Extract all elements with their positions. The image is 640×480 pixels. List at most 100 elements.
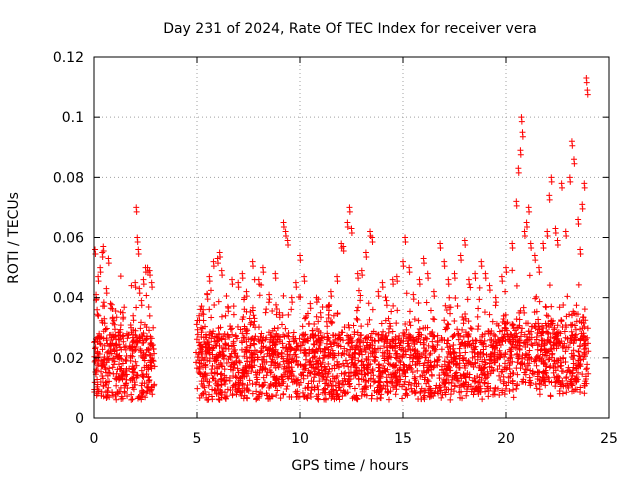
- data-point: [373, 349, 380, 356]
- scatter-series: [91, 75, 592, 403]
- data-point: [404, 346, 411, 353]
- data-point: [315, 396, 322, 403]
- data-point: [123, 352, 130, 359]
- data-point: [518, 118, 525, 125]
- data-point: [427, 307, 434, 314]
- data-point: [406, 362, 413, 369]
- data-point: [562, 358, 569, 365]
- data-point: [441, 371, 448, 378]
- data-point: [445, 281, 452, 288]
- data-point: [394, 307, 401, 314]
- data-point: [244, 358, 251, 365]
- data-point: [558, 368, 565, 375]
- data-point: [369, 342, 376, 349]
- data-point: [241, 306, 248, 313]
- data-point: [510, 394, 517, 401]
- data-point: [477, 354, 484, 361]
- data-point: [389, 343, 396, 350]
- data-point: [311, 321, 318, 328]
- data-point: [104, 349, 111, 356]
- data-point: [322, 389, 329, 396]
- data-point: [258, 348, 265, 355]
- data-point: [546, 364, 553, 371]
- data-point: [576, 353, 583, 360]
- data-point: [524, 341, 531, 348]
- data-point: [525, 351, 532, 358]
- data-point: [399, 395, 406, 402]
- data-point: [103, 395, 110, 402]
- data-point: [354, 316, 361, 323]
- data-point: [196, 395, 203, 402]
- data-point: [194, 385, 201, 392]
- data-point: [429, 338, 436, 345]
- data-point: [144, 346, 151, 353]
- data-point: [434, 359, 441, 366]
- data-point: [369, 367, 376, 374]
- y-tick-label: 0: [75, 411, 84, 427]
- data-point: [457, 394, 464, 401]
- data-point: [408, 365, 415, 372]
- data-point: [116, 329, 123, 336]
- data-point: [359, 358, 366, 365]
- data-point: [290, 329, 297, 336]
- data-point: [143, 390, 150, 397]
- data-point: [482, 375, 489, 382]
- data-point: [103, 389, 110, 396]
- data-point: [502, 311, 509, 318]
- data-point: [411, 380, 418, 387]
- data-point: [558, 381, 565, 388]
- data-point: [569, 142, 576, 149]
- data-point: [380, 362, 387, 369]
- data-point: [199, 390, 206, 397]
- data-point: [479, 333, 486, 340]
- data-point: [540, 324, 547, 331]
- data-point: [410, 296, 417, 303]
- data-point: [406, 319, 413, 326]
- data-point: [520, 304, 527, 311]
- data-point: [538, 358, 545, 365]
- data-point: [288, 359, 295, 366]
- data-point: [194, 326, 201, 333]
- data-point: [97, 378, 104, 385]
- data-point: [508, 351, 515, 358]
- data-point: [386, 342, 393, 349]
- data-point: [445, 321, 452, 328]
- data-point: [337, 387, 344, 394]
- data-point: [584, 340, 591, 347]
- data-point: [346, 376, 353, 383]
- data-point: [475, 305, 482, 312]
- data-point: [579, 314, 586, 321]
- data-point: [382, 317, 389, 324]
- data-point: [131, 364, 138, 371]
- data-point: [501, 378, 508, 385]
- data-point: [352, 345, 359, 352]
- data-point: [423, 299, 430, 306]
- data-point: [375, 293, 382, 300]
- data-point: [345, 369, 352, 376]
- data-point: [300, 331, 307, 338]
- data-point: [316, 378, 323, 385]
- data-point: [452, 356, 459, 363]
- data-point: [529, 370, 536, 377]
- data-point: [260, 343, 267, 350]
- data-point: [296, 381, 303, 388]
- data-point: [267, 369, 274, 376]
- data-point: [239, 381, 246, 388]
- data-point: [350, 362, 357, 369]
- data-point: [580, 332, 587, 339]
- data-point: [314, 395, 321, 402]
- data-point: [278, 373, 285, 380]
- data-point: [493, 320, 500, 327]
- data-point: [409, 388, 416, 395]
- data-point: [286, 367, 293, 374]
- data-point: [442, 302, 449, 309]
- data-point: [248, 354, 255, 361]
- data-point: [524, 362, 531, 369]
- data-point: [104, 387, 111, 394]
- data-point: [222, 380, 229, 387]
- data-point: [422, 324, 429, 331]
- data-point: [409, 369, 416, 376]
- data-point: [396, 357, 403, 364]
- data-point: [498, 334, 505, 341]
- data-point: [456, 345, 463, 352]
